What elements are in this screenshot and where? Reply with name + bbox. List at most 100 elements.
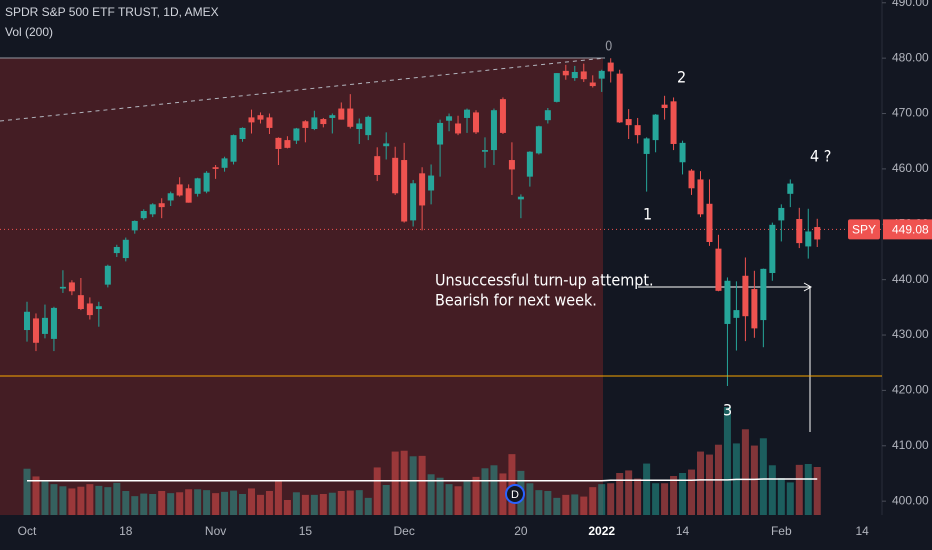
candle-body — [203, 172, 210, 192]
volume-bar — [589, 487, 597, 515]
volume-bar — [679, 473, 687, 515]
x-tick-label: Nov — [205, 524, 226, 538]
y-tick-label: 440.00 — [892, 272, 929, 286]
volume-bar — [652, 483, 660, 515]
annotation: 2 — [677, 68, 686, 87]
volume-bar — [346, 490, 354, 515]
candle-body — [365, 116, 372, 136]
candle-body — [661, 104, 668, 108]
candle-body — [176, 184, 183, 196]
annotation: 1 — [643, 205, 652, 224]
volume-bar — [661, 483, 669, 515]
volume-bar — [544, 491, 552, 515]
candle-body — [149, 204, 156, 215]
candle-body — [311, 117, 318, 130]
volume-bar — [364, 497, 372, 515]
volume-bar — [50, 484, 58, 515]
candle-body — [437, 122, 444, 145]
volume-bar — [167, 493, 175, 515]
volume-bar — [795, 464, 803, 515]
volume-bar — [149, 494, 157, 515]
candle-body — [598, 70, 605, 79]
volume-bar — [553, 497, 561, 515]
x-tick-label: 20 — [514, 524, 528, 538]
volume-bar — [697, 451, 704, 515]
candle-body — [526, 151, 533, 177]
candle-body — [419, 173, 426, 206]
volume-ma — [27, 478, 818, 482]
volume-bar — [274, 480, 282, 515]
volume-bar — [598, 484, 606, 515]
volume-bar — [481, 468, 489, 515]
candle-body — [212, 167, 219, 169]
symbol-label: SPY — [852, 223, 876, 237]
volume-bar — [373, 467, 381, 515]
x-tick-label: Dec — [393, 524, 414, 538]
candle-body — [158, 203, 165, 208]
candle-body — [625, 119, 632, 126]
y-tick-label: 420.00 — [892, 383, 929, 397]
dividend-icon[interactable] — [505, 484, 525, 504]
dividend-letter[interactable]: D — [511, 489, 519, 501]
volume-label: Vol (200) — [5, 25, 53, 39]
x-tick-label: 14 — [855, 524, 869, 538]
y-tick-label: 460.00 — [892, 161, 929, 175]
candle-body — [338, 108, 345, 120]
candle-body — [122, 239, 129, 259]
candle-body — [24, 311, 30, 331]
volume-bar — [490, 465, 498, 515]
shaded-zone — [0, 58, 603, 515]
volume-bar — [400, 450, 408, 515]
volume-bar — [418, 455, 426, 515]
candle-body — [517, 196, 524, 200]
candle-body — [32, 318, 39, 343]
x-tick-label: 14 — [676, 524, 690, 538]
candle-body — [131, 220, 138, 231]
candle-body — [86, 303, 93, 316]
volume-bar — [409, 456, 417, 515]
volume-bar — [643, 463, 651, 515]
candle-body — [688, 170, 695, 189]
candle-body — [473, 112, 479, 133]
volume-bar — [625, 470, 633, 515]
volume-bar — [319, 494, 327, 515]
volume-bar — [113, 482, 121, 515]
annotation: Bearish for next week. — [435, 291, 597, 310]
candle-body — [553, 73, 560, 102]
volume-bar — [283, 500, 291, 515]
candle-body — [266, 117, 273, 128]
volume-bar — [391, 451, 399, 515]
candle-body — [257, 115, 264, 120]
volume-bar — [759, 438, 767, 515]
arrow-head — [803, 282, 813, 292]
volume-bar — [239, 494, 247, 515]
candle-body — [50, 307, 57, 339]
candle-body — [535, 126, 542, 154]
volume-bar — [122, 491, 130, 515]
candle-body — [221, 158, 228, 168]
volume-bar — [750, 445, 758, 515]
volume-bar — [176, 492, 184, 515]
candle-body — [230, 135, 237, 162]
candle-body — [778, 207, 785, 221]
candle-body — [167, 193, 174, 201]
volume-bar — [454, 486, 462, 515]
volume-bar — [382, 485, 390, 515]
candle-body — [356, 123, 363, 130]
candle-body — [59, 286, 66, 289]
y-tick-label: 410.00 — [892, 438, 929, 452]
candle-body — [742, 275, 749, 317]
symbol-tag — [848, 219, 880, 240]
annotation: 3 — [723, 401, 732, 420]
candle-body — [194, 178, 201, 194]
volume-bar — [292, 492, 300, 515]
trend-line — [0, 57, 606, 122]
candle-body — [392, 157, 399, 194]
annotation: 0 — [605, 40, 612, 55]
volume-bar — [140, 493, 148, 515]
price-tag — [883, 219, 932, 240]
candle-body — [248, 117, 255, 123]
candle-body — [697, 179, 704, 215]
volume-bar — [265, 491, 273, 515]
